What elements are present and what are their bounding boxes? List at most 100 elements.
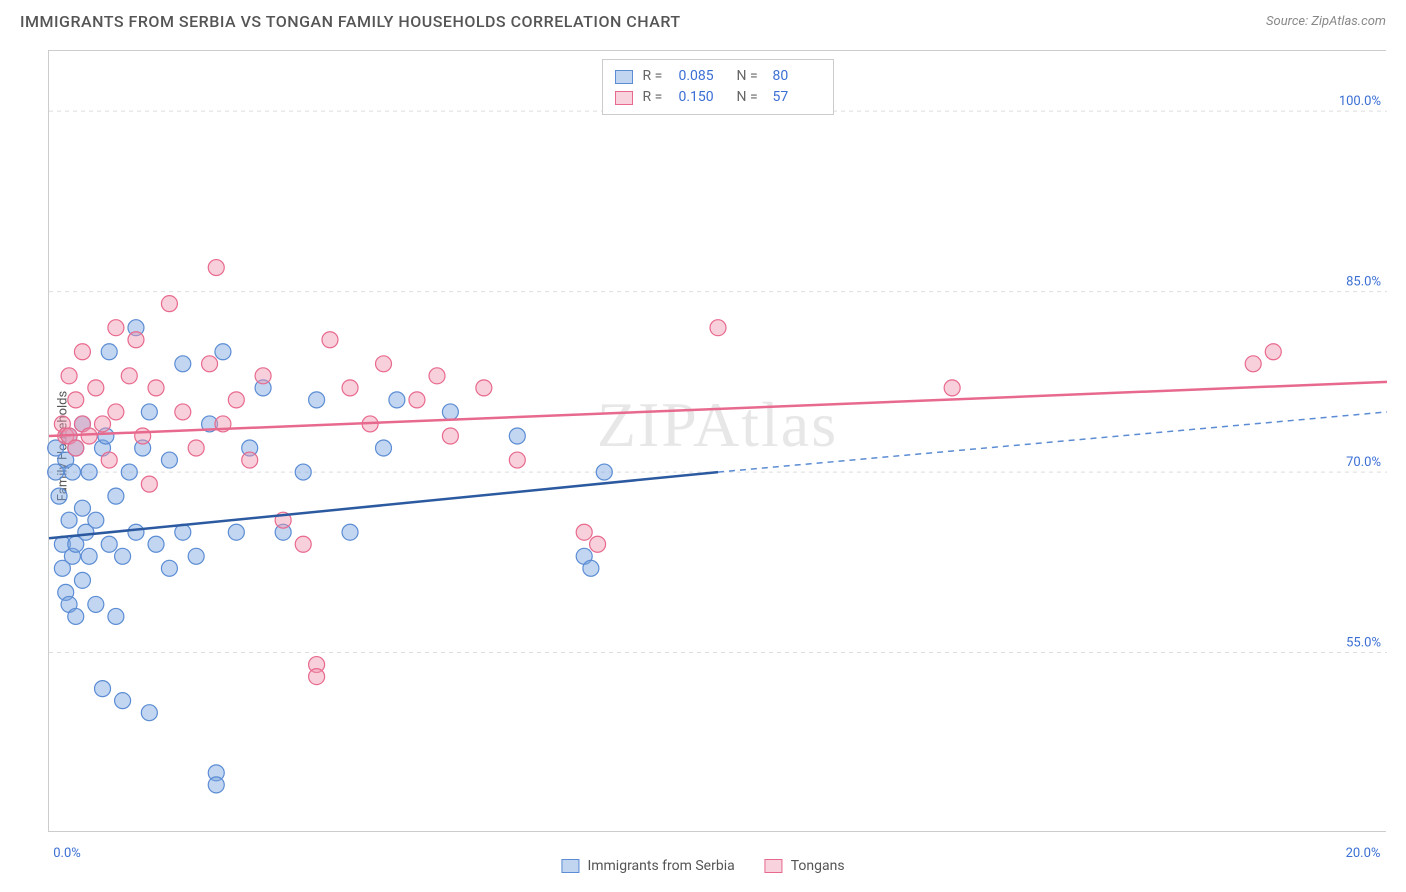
data-point xyxy=(208,260,224,276)
data-point xyxy=(81,428,97,444)
data-point xyxy=(376,356,392,372)
n-value: 80 xyxy=(773,66,821,87)
stats-row-serbia: R = 0.085 N = 80 xyxy=(615,66,821,87)
data-point xyxy=(202,356,218,372)
data-point xyxy=(208,777,224,793)
data-point xyxy=(115,548,131,564)
data-point xyxy=(88,596,104,612)
data-point xyxy=(141,476,157,492)
chart-source: Source: ZipAtlas.com xyxy=(1266,14,1386,29)
legend-item-tongans: Tongans xyxy=(765,858,845,874)
data-point xyxy=(309,392,325,408)
data-point xyxy=(128,332,144,348)
data-point xyxy=(81,464,97,480)
data-point xyxy=(342,524,358,540)
data-point xyxy=(141,404,157,420)
r-value: 0.085 xyxy=(679,66,727,87)
data-point xyxy=(188,548,204,564)
chart-title: IMMIGRANTS FROM SERBIA VS TONGAN FAMILY … xyxy=(20,12,681,31)
data-point xyxy=(175,404,191,420)
chart-area: ZIPAtlas 55.0%70.0%85.0%100.0%0.0%20.0% … xyxy=(48,50,1386,832)
data-point xyxy=(74,500,90,516)
data-point xyxy=(1265,344,1281,360)
data-point xyxy=(121,368,137,384)
data-point xyxy=(509,428,525,444)
data-point xyxy=(576,524,592,540)
swatch-pink-icon xyxy=(615,91,633,105)
swatch-pink-icon xyxy=(765,859,783,873)
data-point xyxy=(61,512,77,528)
n-value: 57 xyxy=(773,87,821,108)
data-point xyxy=(409,392,425,408)
data-point xyxy=(188,440,204,456)
data-point xyxy=(342,380,358,396)
data-point xyxy=(81,548,97,564)
legend-label: Tongans xyxy=(791,858,845,874)
data-point xyxy=(108,488,124,504)
y-tick-label: 55.0% xyxy=(1346,636,1381,651)
data-point xyxy=(108,404,124,420)
data-point xyxy=(309,669,325,685)
data-point xyxy=(161,560,177,576)
data-point xyxy=(710,320,726,336)
y-tick-label: 100.0% xyxy=(1339,94,1381,109)
trend-line-tongans xyxy=(49,382,1387,436)
data-point xyxy=(1245,356,1261,372)
data-point xyxy=(101,344,117,360)
x-tick-label: 0.0% xyxy=(53,846,81,861)
data-point xyxy=(68,608,84,624)
data-point xyxy=(101,452,117,468)
data-point xyxy=(95,416,111,432)
data-point xyxy=(135,428,151,444)
data-point xyxy=(148,536,164,552)
data-point xyxy=(108,608,124,624)
data-point xyxy=(295,464,311,480)
data-point xyxy=(175,356,191,372)
swatch-blue-icon xyxy=(561,859,579,873)
data-point xyxy=(88,380,104,396)
data-point xyxy=(376,440,392,456)
r-label: R = xyxy=(643,66,669,87)
data-point xyxy=(95,681,111,697)
stats-row-tongans: R = 0.150 N = 57 xyxy=(615,87,821,108)
data-point xyxy=(121,464,137,480)
data-point xyxy=(68,392,84,408)
data-point xyxy=(61,368,77,384)
data-point xyxy=(295,536,311,552)
trend-line-serbia-extrap xyxy=(718,412,1387,472)
r-label: R = xyxy=(643,87,669,108)
stats-legend-box: R = 0.085 N = 80 R = 0.150 N = 57 xyxy=(602,59,834,115)
data-point xyxy=(148,380,164,396)
data-point xyxy=(429,368,445,384)
n-label: N = xyxy=(737,66,763,87)
scatter-plot-svg: 55.0%70.0%85.0%100.0%0.0%20.0% xyxy=(49,51,1386,831)
y-tick-label: 70.0% xyxy=(1346,455,1381,470)
data-point xyxy=(590,536,606,552)
data-point xyxy=(476,380,492,396)
data-point xyxy=(596,464,612,480)
data-point xyxy=(228,524,244,540)
swatch-blue-icon xyxy=(615,70,633,84)
data-point xyxy=(74,344,90,360)
r-value: 0.150 xyxy=(679,87,727,108)
data-point xyxy=(944,380,960,396)
data-point xyxy=(322,332,338,348)
legend-label: Immigrants from Serbia xyxy=(587,858,734,874)
data-point xyxy=(128,524,144,540)
data-point xyxy=(68,440,84,456)
legend-item-serbia: Immigrants from Serbia xyxy=(561,858,734,874)
data-point xyxy=(141,705,157,721)
bottom-legend: Immigrants from Serbia Tongans xyxy=(561,858,844,874)
data-point xyxy=(115,693,131,709)
data-point xyxy=(509,452,525,468)
data-point xyxy=(161,296,177,312)
n-label: N = xyxy=(737,87,763,108)
data-point xyxy=(88,512,104,528)
data-point xyxy=(108,320,124,336)
data-point xyxy=(101,536,117,552)
chart-header: IMMIGRANTS FROM SERBIA VS TONGAN FAMILY … xyxy=(0,0,1406,39)
data-point xyxy=(242,452,258,468)
data-point xyxy=(228,392,244,408)
data-point xyxy=(64,464,80,480)
data-point xyxy=(51,488,67,504)
